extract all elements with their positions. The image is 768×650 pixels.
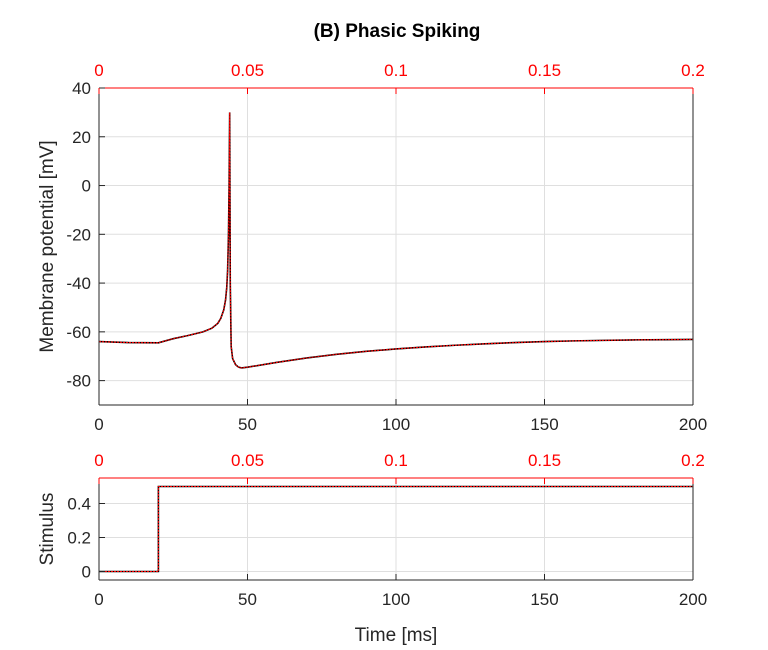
stimulus-top-tick-label: 0.2 [681, 451, 705, 470]
figure-title: (B) Phasic Spiking [314, 21, 481, 42]
potential-top-tick-label: 0.1 [384, 61, 408, 80]
potential-y-tick-label: -60 [66, 323, 91, 342]
potential-x-tick-label: 50 [238, 415, 257, 434]
stimulus-axes: 0 50 100 150 200 0 0.2 0.4 0 0.05 0.1 0.15 0.2 Stimul… [37, 451, 707, 646]
stimulus-top-tick-label: 0.15 [528, 451, 561, 470]
potential-x-tick-label: 200 [679, 415, 707, 434]
potential-y-axis-title: Membrane potential [mV] [37, 140, 58, 352]
stimulus-x-tick-label: 200 [679, 590, 707, 609]
potential-y-tick-label: 20 [72, 128, 91, 147]
potential-y-tick-label: 0 [82, 177, 91, 196]
potential-trace-red [98, 112, 694, 369]
stimulus-x-tick-label: 100 [382, 590, 410, 609]
potential-x-tick-label: 0 [94, 415, 103, 434]
stimulus-y-tick-label: 0 [82, 563, 91, 582]
stimulus-y-tick-label: 0.4 [67, 495, 91, 514]
stimulus-x-tick-label: 150 [530, 590, 558, 609]
stimulus-top-tick-label: 0.1 [384, 451, 408, 470]
potential-top-tick-label: 0.05 [231, 61, 264, 80]
stimulus-y-axis-title: Stimulus [37, 493, 58, 566]
stimulus-x-tick-label: 0 [94, 590, 103, 609]
stimulus-top-tick-label: 0 [94, 451, 103, 470]
potential-y-tick-label: -40 [66, 274, 91, 293]
potential-top-tick-label: 0 [94, 61, 103, 80]
stimulus-x-tick-label: 50 [238, 590, 257, 609]
potential-x-tick-label: 100 [382, 415, 410, 434]
potential-top-tick-label: 0.2 [681, 61, 705, 80]
potential-top-tick-label: 0.15 [528, 61, 561, 80]
potential-y-tick-label: -20 [66, 225, 91, 244]
potential-y-tick-label: -80 [66, 372, 91, 391]
potential-x-tick-label: 150 [530, 415, 558, 434]
stimulus-top-tick-label: 0.05 [231, 451, 264, 470]
stimulus-trace-red [99, 485, 693, 573]
stimulus-x-axis-title: Time [ms] [355, 625, 438, 646]
potential-y-tick-label: 40 [72, 79, 91, 98]
stimulus-y-tick-label: 0.2 [67, 529, 91, 548]
